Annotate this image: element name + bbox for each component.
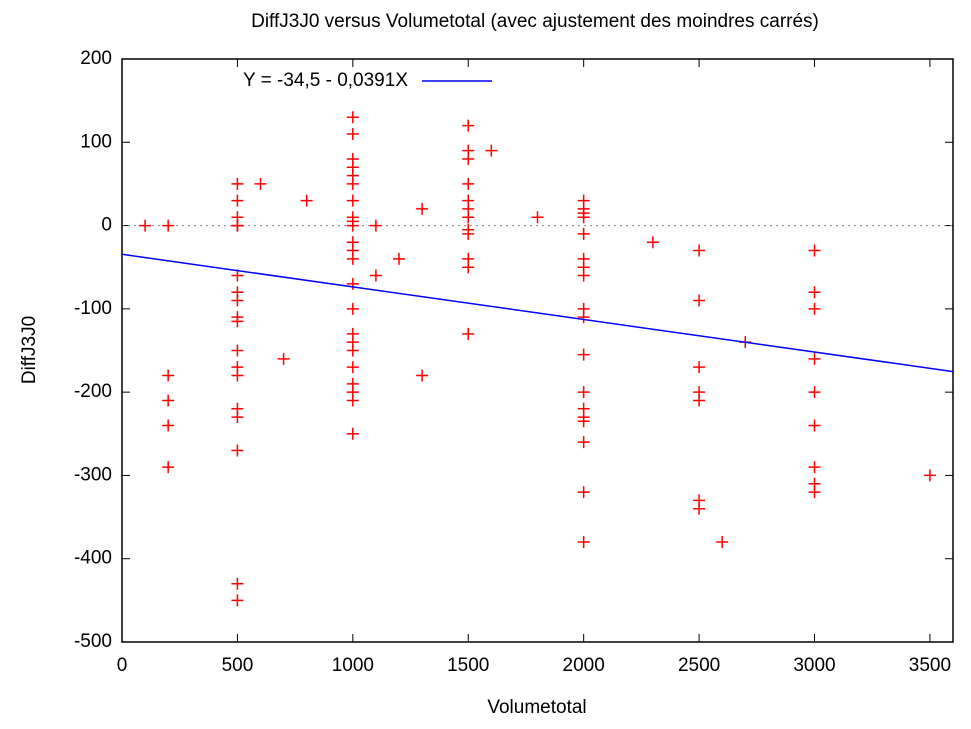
point <box>162 369 175 382</box>
point <box>416 369 429 382</box>
point <box>346 277 359 290</box>
point <box>231 411 244 424</box>
point <box>808 352 821 365</box>
x-tick-label: 2500 <box>678 655 720 676</box>
point <box>231 194 244 207</box>
point <box>231 294 244 307</box>
point <box>231 315 244 328</box>
fit-line <box>121 253 954 373</box>
point <box>693 394 706 407</box>
x-tick-label: 3500 <box>909 655 951 676</box>
point <box>462 152 475 165</box>
point <box>231 594 244 607</box>
point <box>231 219 244 232</box>
y-tick-label: -100 <box>74 298 112 319</box>
x-axis-label: Volumetotal <box>487 697 586 718</box>
point <box>231 344 244 357</box>
point <box>808 244 821 257</box>
point <box>577 269 590 282</box>
point <box>577 211 590 224</box>
y-tick-label: 0 <box>101 215 112 236</box>
point <box>139 219 152 232</box>
point <box>300 194 313 207</box>
point <box>462 327 475 340</box>
x-tick-label: 2000 <box>563 655 605 676</box>
y-tick-label: -300 <box>74 464 112 485</box>
point <box>416 202 429 215</box>
y-tick-label: -500 <box>74 631 112 652</box>
point <box>808 461 821 474</box>
point <box>485 144 498 157</box>
point <box>346 219 359 232</box>
y-tick-label: -400 <box>74 548 112 569</box>
point <box>693 294 706 307</box>
y-tick-label: -200 <box>74 381 112 402</box>
point <box>162 394 175 407</box>
point <box>693 361 706 374</box>
point <box>716 536 729 549</box>
point <box>162 419 175 432</box>
point <box>162 219 175 232</box>
point <box>577 415 590 428</box>
plot-frame <box>121 58 954 643</box>
point <box>346 427 359 440</box>
x-tick-label: 3000 <box>793 655 835 676</box>
x-tick-label: 500 <box>222 655 254 676</box>
point <box>346 394 359 407</box>
point <box>808 486 821 499</box>
point <box>346 344 359 357</box>
y-tick-label: 100 <box>80 131 112 152</box>
point <box>231 577 244 590</box>
y-tick-label: 200 <box>80 48 112 69</box>
point <box>462 119 475 132</box>
point <box>369 219 382 232</box>
point <box>462 227 475 240</box>
point <box>231 269 244 282</box>
point <box>693 244 706 257</box>
point <box>923 469 936 482</box>
point <box>808 286 821 299</box>
point <box>808 302 821 315</box>
point <box>577 436 590 449</box>
point <box>346 177 359 190</box>
point <box>577 486 590 499</box>
point <box>808 419 821 432</box>
point <box>462 177 475 190</box>
x-tick-label: 1000 <box>332 655 374 676</box>
point <box>577 348 590 361</box>
x-tick-label: 0 <box>117 655 128 676</box>
point <box>577 227 590 240</box>
x-tick-label: 1500 <box>447 655 489 676</box>
point <box>646 236 659 249</box>
point <box>577 311 590 324</box>
point <box>277 352 290 365</box>
point <box>346 361 359 374</box>
point <box>462 261 475 274</box>
point <box>393 252 405 265</box>
point <box>346 252 359 265</box>
point <box>693 502 706 515</box>
point <box>162 461 175 474</box>
point <box>231 369 244 382</box>
point <box>577 386 590 399</box>
point <box>346 302 359 315</box>
point <box>808 386 821 399</box>
point <box>462 211 475 224</box>
legend-label: Y = -34,5 - 0,0391X <box>243 70 408 91</box>
point <box>346 111 359 124</box>
point <box>254 177 267 190</box>
point <box>231 444 244 457</box>
point <box>346 194 359 207</box>
point <box>346 127 359 140</box>
chart-title: DiffJ3J0 versus Volumetotal (avec ajuste… <box>251 11 819 32</box>
y-axis-label: DiffJ3J0 <box>19 316 40 384</box>
point <box>369 269 382 282</box>
point <box>577 536 590 549</box>
point <box>531 211 544 224</box>
point <box>231 177 244 190</box>
